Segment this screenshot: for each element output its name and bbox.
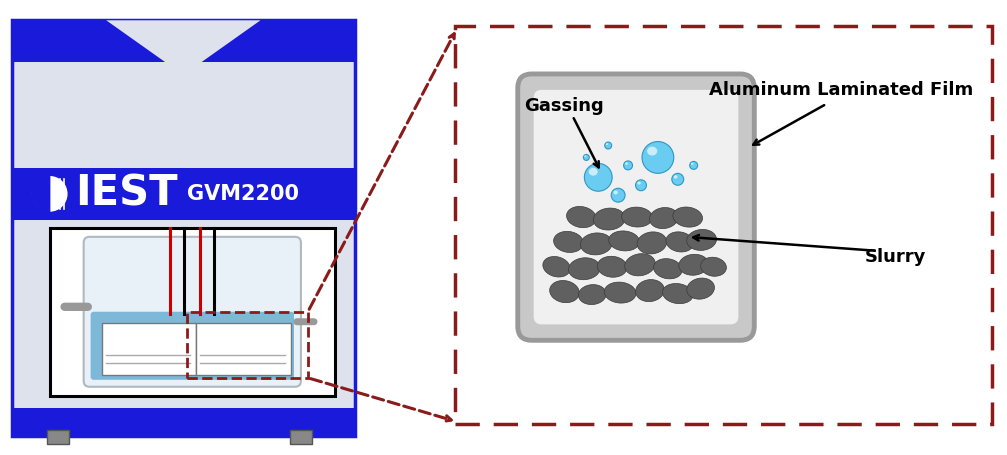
Polygon shape [106,20,261,75]
Ellipse shape [623,161,632,170]
Bar [12,408,354,436]
Ellipse shape [635,279,665,302]
Bar [46,430,68,444]
FancyBboxPatch shape [518,74,754,340]
Bar [102,323,196,375]
Bar [12,20,354,62]
Ellipse shape [584,163,612,191]
Ellipse shape [589,168,598,176]
Bar [187,312,308,378]
Bar [12,20,354,436]
Text: GVM2200: GVM2200 [187,184,299,204]
Ellipse shape [567,207,596,228]
Ellipse shape [687,278,714,299]
Ellipse shape [663,283,693,303]
Ellipse shape [701,257,726,276]
Polygon shape [32,176,49,212]
Text: IEST: IEST [76,173,178,215]
Text: Aluminum Laminated Film: Aluminum Laminated Film [709,81,974,99]
Ellipse shape [679,254,709,275]
Bar [455,26,992,424]
Ellipse shape [650,207,678,228]
Ellipse shape [550,281,579,303]
Ellipse shape [554,232,583,253]
FancyBboxPatch shape [84,237,301,387]
Ellipse shape [580,233,612,255]
Ellipse shape [597,256,627,277]
Bar [196,323,291,375]
Ellipse shape [583,154,589,161]
Ellipse shape [605,142,611,149]
Ellipse shape [642,142,674,173]
Ellipse shape [637,232,667,254]
Ellipse shape [578,285,606,304]
Ellipse shape [593,208,625,230]
Ellipse shape [672,173,684,185]
Bar [49,228,335,396]
Ellipse shape [608,231,639,251]
FancyBboxPatch shape [534,90,738,324]
Ellipse shape [635,180,646,191]
Ellipse shape [624,254,656,276]
Text: Slurry: Slurry [865,248,925,266]
FancyBboxPatch shape [91,312,294,380]
Ellipse shape [621,207,653,227]
Ellipse shape [674,175,678,178]
Ellipse shape [611,188,625,202]
Ellipse shape [648,147,658,156]
Ellipse shape [625,162,628,165]
Bar [12,168,354,220]
Ellipse shape [687,229,717,250]
Ellipse shape [654,258,682,279]
Bar [290,430,312,444]
Ellipse shape [690,162,698,169]
Circle shape [32,176,67,212]
Ellipse shape [606,143,608,145]
Ellipse shape [584,156,586,157]
Ellipse shape [569,258,600,280]
Ellipse shape [666,232,694,252]
Ellipse shape [691,163,694,165]
Text: Gassing: Gassing [525,97,604,115]
Ellipse shape [543,257,570,277]
Ellipse shape [604,282,636,303]
Ellipse shape [637,182,640,185]
Ellipse shape [613,191,618,194]
Ellipse shape [673,207,703,227]
